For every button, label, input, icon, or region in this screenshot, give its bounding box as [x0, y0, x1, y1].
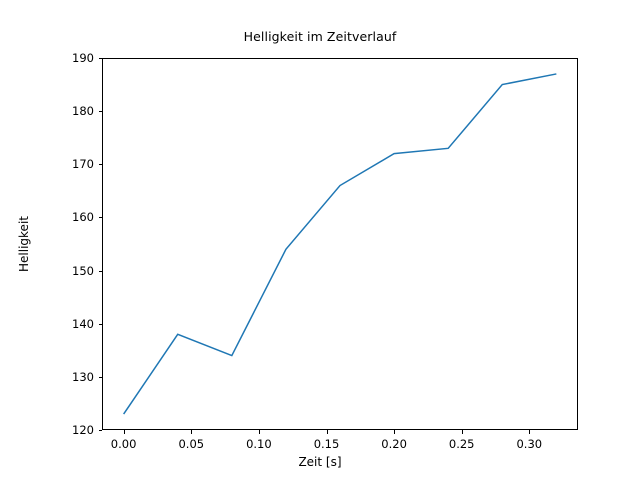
- axes-frame: [102, 58, 578, 430]
- x-tick-mark: [191, 430, 193, 434]
- y-tick-mark: [98, 323, 102, 325]
- x-tick-label: 0.00: [110, 437, 137, 451]
- y-tick-mark: [98, 58, 102, 59]
- plot-area: [123, 73, 557, 415]
- x-tick-label: 0.05: [178, 437, 205, 451]
- chart-title: Helligkeit im Zeitverlauf: [243, 29, 397, 44]
- y-tick-label: 180: [72, 104, 94, 119]
- y-tick-label: 130: [72, 369, 94, 384]
- y-tick-label: 140: [72, 316, 94, 331]
- data-series-line: [123, 73, 557, 415]
- x-tick-mark: [529, 430, 531, 434]
- x-tick-mark: [461, 430, 463, 434]
- y-tick-label: 150: [72, 263, 94, 278]
- y-tick-label: 120: [72, 423, 94, 437]
- y-tick-label: 160: [72, 210, 94, 225]
- y-tick-mark: [98, 111, 102, 113]
- x-tick-mark: [258, 430, 260, 434]
- y-tick-mark: [98, 270, 102, 272]
- x-tick-mark: [326, 430, 328, 434]
- x-tick-label: 0.10: [246, 437, 272, 451]
- x-tick-mark: [123, 430, 125, 434]
- y-axis-label: Helligkeit: [17, 216, 31, 272]
- x-tick-label: 0.15: [313, 437, 340, 451]
- x-tick-label: 0.25: [448, 437, 475, 451]
- y-tick-mark: [98, 376, 102, 378]
- x-tick-label: 0.20: [381, 437, 407, 451]
- y-tick-label: 190: [72, 51, 94, 65]
- x-tick-mark: [394, 430, 396, 434]
- y-tick-mark: [98, 217, 102, 219]
- x-tick-label: 0.30: [516, 437, 543, 451]
- y-tick-mark: [98, 164, 102, 166]
- y-tick-label: 170: [72, 157, 94, 172]
- y-tick-mark: [98, 430, 102, 431]
- x-axis-label: Zeit [s]: [298, 455, 342, 469]
